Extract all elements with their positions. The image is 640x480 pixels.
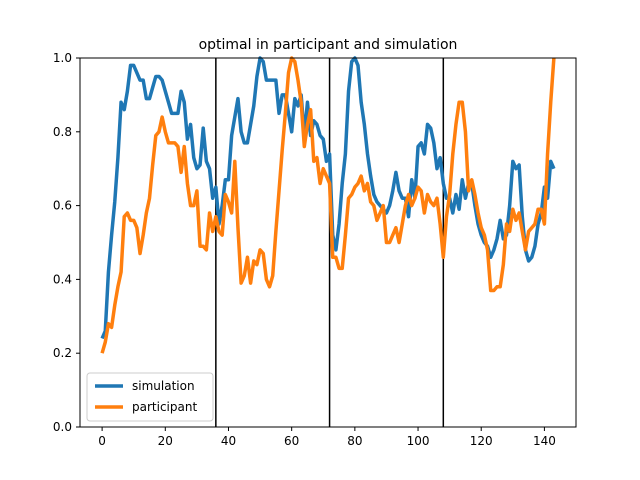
x-tick-label: 140 [533, 434, 556, 448]
y-tick-label: 0.4 [53, 272, 72, 286]
series-line-simulation [100, 56, 556, 340]
chart-title: optimal in participant and simulation [199, 37, 458, 53]
legend: simulation participant [86, 372, 214, 422]
vertical-dividers [215, 58, 445, 427]
x-tick-label: 40 [221, 434, 236, 448]
legend-label-participant: participant [132, 400, 197, 414]
plot-frame [79, 57, 577, 428]
y-tick-label: 0.2 [53, 346, 72, 360]
x-tick-label: 80 [347, 434, 362, 448]
x-axis: 0 20 40 60 80 100 120 140 [98, 427, 556, 448]
y-axis: 0.0 0.2 0.4 0.6 0.8 1.0 [53, 51, 80, 434]
x-tick-label: 100 [407, 434, 430, 448]
y-tick-label: 0.8 [53, 125, 72, 139]
series-layer [100, 56, 556, 354]
y-tick-label: 0.6 [53, 199, 72, 213]
x-tick-label: 20 [158, 434, 173, 448]
x-tick-label: 60 [284, 434, 299, 448]
legend-label-simulation: simulation [132, 379, 195, 393]
y-tick-label: 0.0 [53, 420, 72, 434]
y-tick-label: 1.0 [53, 51, 72, 65]
x-tick-label: 0 [98, 434, 106, 448]
title-group: optimal in participant and simulation [199, 37, 458, 53]
series-line-participant [100, 56, 556, 354]
x-tick-label: 120 [470, 434, 493, 448]
